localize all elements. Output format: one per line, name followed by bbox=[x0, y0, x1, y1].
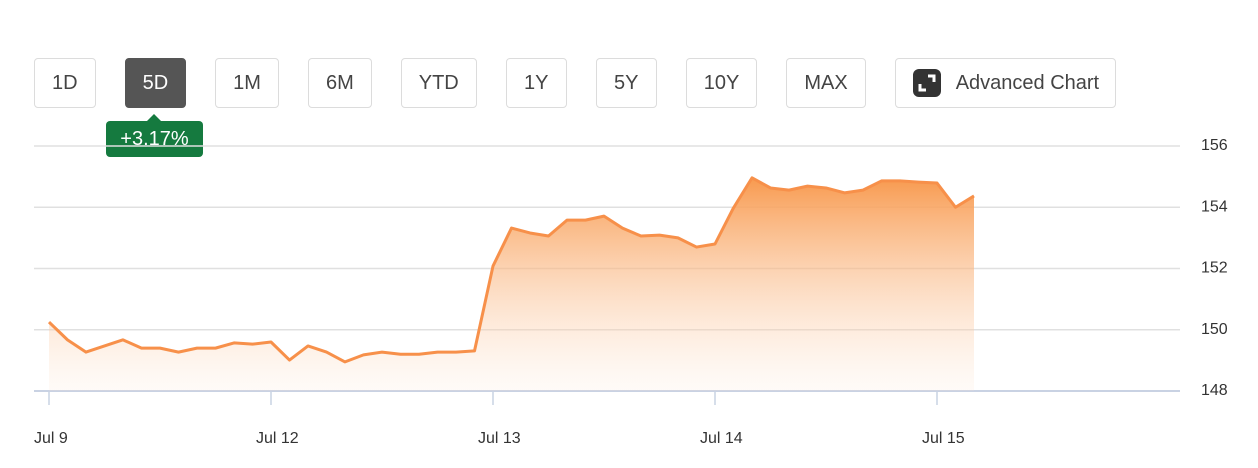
range-button[interactable]: 1M bbox=[215, 58, 279, 108]
range-button[interactable]: YTD bbox=[400, 58, 477, 108]
range-button[interactable]: 1D bbox=[34, 58, 96, 108]
y-tick-label: 154 bbox=[1201, 198, 1228, 215]
range-button[interactable]: 6M bbox=[307, 58, 372, 108]
y-tick-label: 156 bbox=[1201, 137, 1228, 154]
advanced-chart-label: Advanced Chart bbox=[955, 71, 1100, 94]
range-buttons: 1D 5D 1M 6M YTD 1Y 5Y 10Y MAX Advanced Chart bbox=[34, 58, 1117, 108]
range-button[interactable]: 1Y bbox=[505, 58, 567, 108]
expand-icon bbox=[912, 69, 941, 97]
range-button[interactable]: 10Y bbox=[685, 58, 758, 108]
y-tick-label: 150 bbox=[1201, 321, 1228, 338]
x-tick-label: Jul 9 bbox=[34, 430, 68, 447]
x-tick-label: Jul 13 bbox=[478, 430, 521, 447]
area-fill bbox=[49, 177, 974, 391]
range-button[interactable]: 5D bbox=[124, 58, 187, 108]
y-tick-label: 148 bbox=[1201, 382, 1228, 399]
price-line bbox=[47, 176, 975, 364]
y-tick-label: 152 bbox=[1201, 260, 1228, 277]
range-button[interactable]: MAX bbox=[786, 58, 866, 108]
x-tick-label: Jul 12 bbox=[256, 430, 299, 447]
change-badge: +3.17% bbox=[106, 114, 203, 157]
advanced-chart-button[interactable]: Advanced Chart bbox=[894, 58, 1117, 108]
x-tick-label: Jul 15 bbox=[922, 430, 965, 447]
range-button[interactable]: 5Y bbox=[595, 58, 657, 108]
x-tick-label: Jul 14 bbox=[700, 430, 743, 447]
